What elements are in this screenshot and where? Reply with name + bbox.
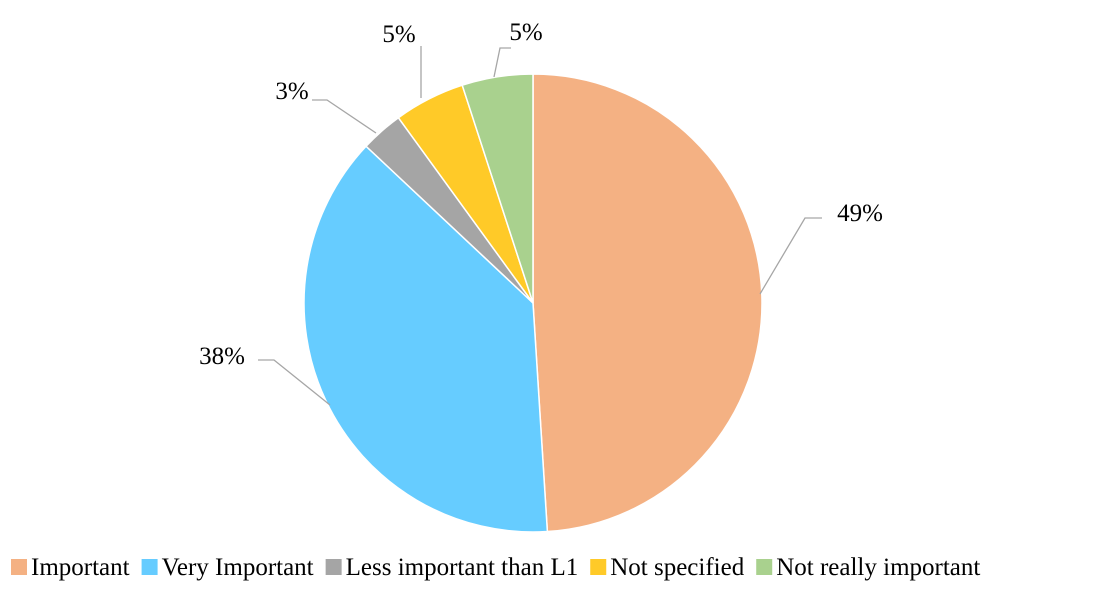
leader-line — [759, 217, 822, 295]
data-label: 3% — [275, 78, 308, 105]
legend-label: Not really important — [776, 554, 980, 581]
leader-line — [258, 359, 331, 406]
leader-line — [312, 99, 377, 134]
legend-item: Very Important — [141, 554, 314, 581]
legend-swatch — [141, 559, 158, 575]
data-label: 49% — [837, 200, 883, 227]
legend-swatch — [590, 559, 607, 575]
legend-item: Not specified — [590, 554, 745, 581]
data-label: 5% — [509, 19, 542, 46]
legend-swatch — [325, 559, 342, 575]
pie-slice-important — [532, 73, 763, 533]
legend-swatch — [756, 559, 773, 575]
pie-slice-not-really-important — [461, 73, 534, 304]
leader-lines — [258, 46, 822, 406]
data-labels: 49% 38% 3% 5% 5% — [199, 19, 883, 370]
data-label: 5% — [382, 21, 415, 48]
legend-item: Not really important — [756, 554, 980, 581]
pie-slices — [303, 73, 763, 533]
legend-label: Not specified — [610, 554, 744, 581]
legend-swatch — [11, 559, 27, 575]
legend-label: Important — [31, 554, 130, 581]
data-label: 38% — [199, 343, 245, 370]
leader-line — [493, 47, 511, 78]
legend-label: Less important than L1 — [346, 554, 579, 581]
pie-slice-very-important — [303, 145, 549, 533]
legend-item: Less important than L1 — [325, 554, 579, 581]
legend: Important Very Important Less important th… — [11, 554, 980, 581]
legend-item: Important — [11, 554, 130, 581]
legend-label: Very Important — [162, 554, 314, 581]
